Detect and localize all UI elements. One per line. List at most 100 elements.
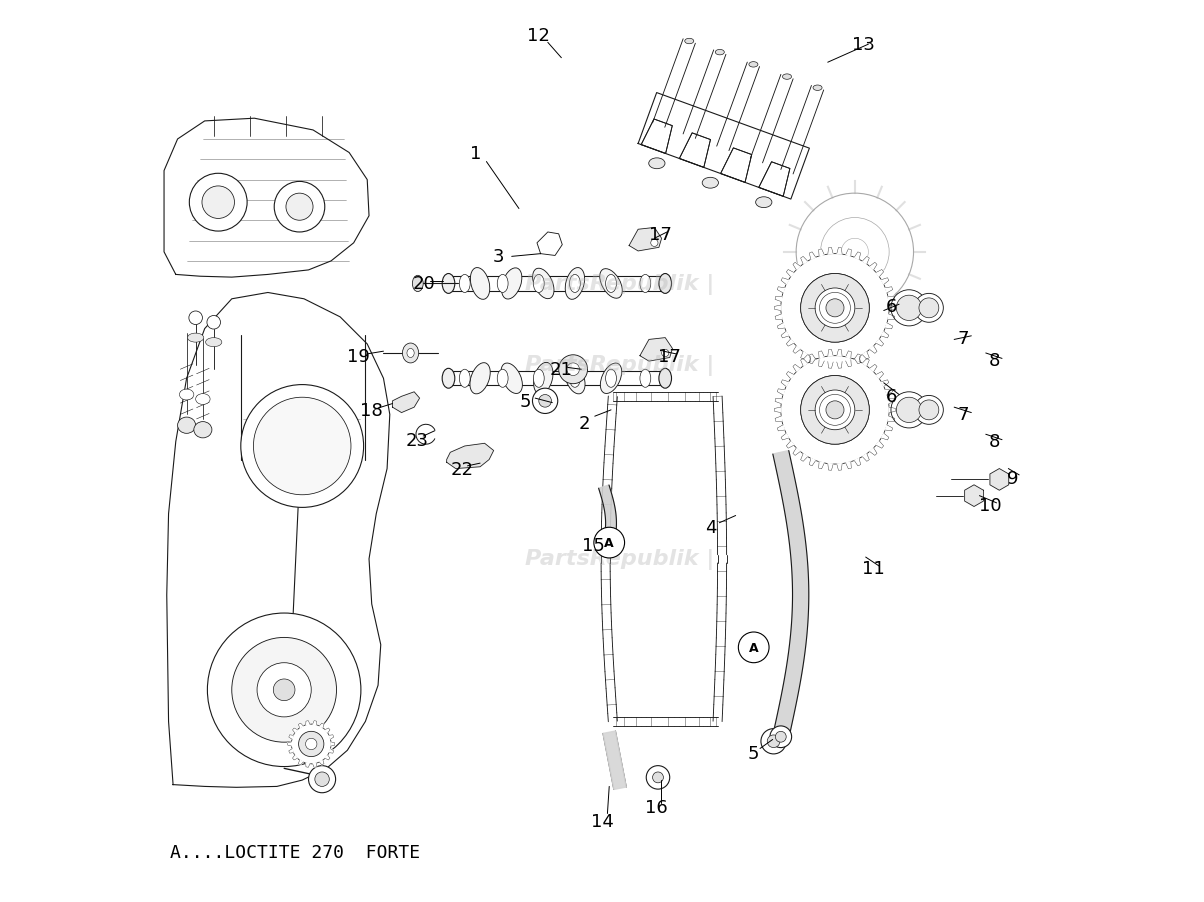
Polygon shape xyxy=(855,354,861,362)
Polygon shape xyxy=(828,362,833,369)
Polygon shape xyxy=(164,119,370,278)
Ellipse shape xyxy=(188,334,203,343)
Polygon shape xyxy=(679,133,710,168)
Polygon shape xyxy=(774,408,781,413)
Polygon shape xyxy=(837,464,842,471)
Circle shape xyxy=(232,638,337,742)
Polygon shape xyxy=(313,763,317,768)
Polygon shape xyxy=(293,728,297,733)
Text: 9: 9 xyxy=(1007,469,1019,487)
Polygon shape xyxy=(329,749,334,753)
Circle shape xyxy=(532,389,557,414)
Polygon shape xyxy=(845,360,851,367)
Circle shape xyxy=(202,187,235,219)
Ellipse shape xyxy=(606,370,616,388)
Ellipse shape xyxy=(442,369,455,389)
Ellipse shape xyxy=(569,275,580,293)
Ellipse shape xyxy=(532,269,554,299)
Polygon shape xyxy=(778,390,785,395)
Text: 6: 6 xyxy=(885,388,897,406)
Text: 16: 16 xyxy=(645,798,667,816)
Polygon shape xyxy=(299,723,303,728)
Polygon shape xyxy=(289,749,294,753)
Polygon shape xyxy=(828,464,833,471)
Polygon shape xyxy=(809,459,815,466)
Circle shape xyxy=(781,254,890,363)
Polygon shape xyxy=(447,444,494,469)
Polygon shape xyxy=(781,279,789,285)
Polygon shape xyxy=(319,723,324,728)
Ellipse shape xyxy=(565,268,585,300)
Polygon shape xyxy=(306,721,309,725)
Circle shape xyxy=(896,398,922,423)
Polygon shape xyxy=(837,350,842,357)
Ellipse shape xyxy=(442,274,455,294)
Polygon shape xyxy=(869,365,877,373)
Polygon shape xyxy=(819,462,825,469)
Polygon shape xyxy=(885,390,892,395)
Circle shape xyxy=(299,732,324,757)
Circle shape xyxy=(559,355,588,384)
Polygon shape xyxy=(887,417,895,422)
Text: 21: 21 xyxy=(550,361,573,379)
Circle shape xyxy=(891,392,927,428)
Polygon shape xyxy=(325,755,330,760)
Circle shape xyxy=(771,726,792,748)
Polygon shape xyxy=(809,253,815,260)
Ellipse shape xyxy=(502,269,521,299)
Polygon shape xyxy=(845,250,851,257)
Ellipse shape xyxy=(601,364,621,394)
Circle shape xyxy=(919,400,939,420)
Ellipse shape xyxy=(460,370,470,388)
Polygon shape xyxy=(887,399,895,404)
Polygon shape xyxy=(306,763,309,768)
Circle shape xyxy=(801,274,869,343)
Text: 10: 10 xyxy=(979,496,1002,514)
Ellipse shape xyxy=(606,275,616,293)
Circle shape xyxy=(662,350,669,357)
Polygon shape xyxy=(855,253,861,260)
Circle shape xyxy=(567,364,579,376)
Polygon shape xyxy=(889,306,896,311)
Polygon shape xyxy=(877,271,884,278)
Ellipse shape xyxy=(178,418,196,434)
Polygon shape xyxy=(801,455,808,462)
Polygon shape xyxy=(641,338,673,362)
Ellipse shape xyxy=(407,349,414,358)
Ellipse shape xyxy=(756,198,772,208)
Text: 4: 4 xyxy=(704,519,716,537)
Text: 11: 11 xyxy=(862,559,884,577)
Polygon shape xyxy=(289,735,294,740)
Circle shape xyxy=(291,724,331,764)
Text: 22: 22 xyxy=(450,460,473,478)
Polygon shape xyxy=(759,162,790,197)
Polygon shape xyxy=(887,297,895,302)
Polygon shape xyxy=(721,149,751,183)
Polygon shape xyxy=(775,417,783,422)
Polygon shape xyxy=(862,359,869,366)
Polygon shape xyxy=(869,263,877,271)
Polygon shape xyxy=(862,353,869,360)
Polygon shape xyxy=(781,381,789,387)
Polygon shape xyxy=(990,469,1009,491)
Circle shape xyxy=(915,396,944,425)
Circle shape xyxy=(915,294,944,323)
Circle shape xyxy=(775,732,786,742)
Polygon shape xyxy=(781,332,789,338)
Circle shape xyxy=(653,772,663,783)
Ellipse shape xyxy=(533,275,544,293)
Ellipse shape xyxy=(685,40,694,45)
Polygon shape xyxy=(881,332,889,338)
Circle shape xyxy=(820,293,850,324)
Ellipse shape xyxy=(813,86,822,91)
Polygon shape xyxy=(877,373,884,380)
Polygon shape xyxy=(828,248,833,255)
Polygon shape xyxy=(819,250,825,257)
Ellipse shape xyxy=(497,370,508,388)
Text: 5: 5 xyxy=(748,744,760,762)
Polygon shape xyxy=(819,360,825,367)
Polygon shape xyxy=(537,233,562,256)
Polygon shape xyxy=(781,434,789,440)
Text: 8: 8 xyxy=(990,352,1001,370)
Text: 23: 23 xyxy=(406,431,429,449)
